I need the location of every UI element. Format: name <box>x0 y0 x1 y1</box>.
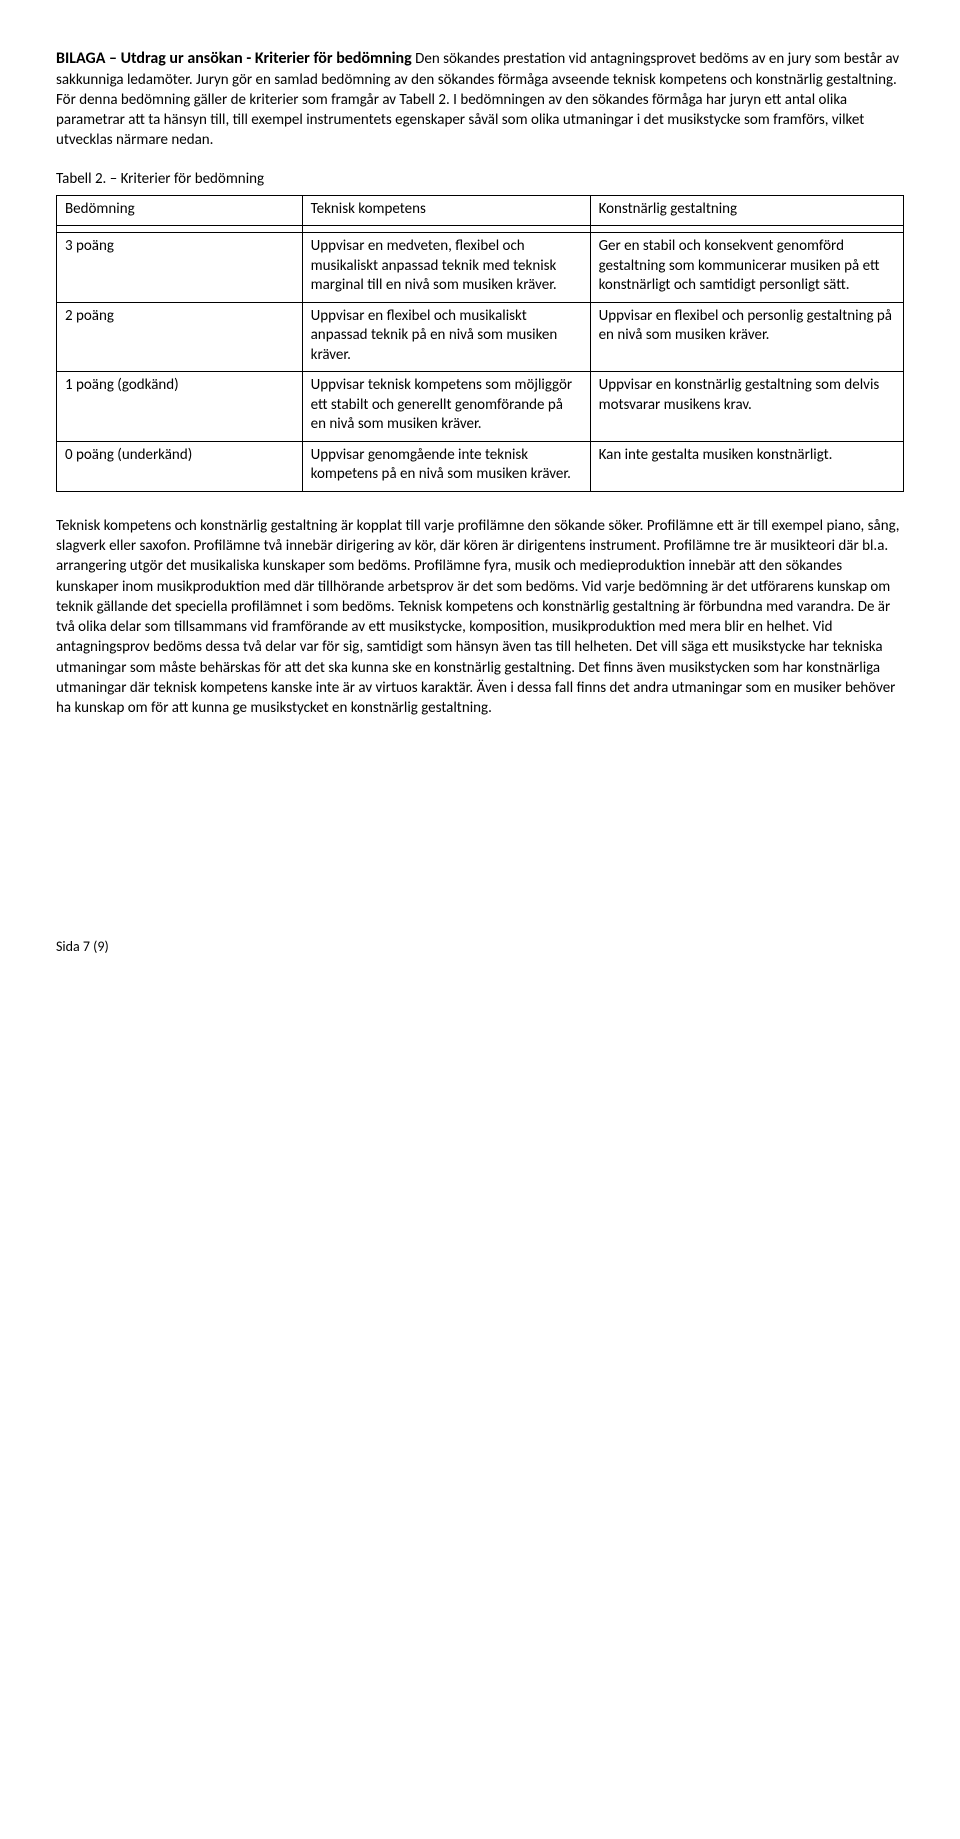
table-header-row: Bedömning Teknisk kompetens Konstnärlig … <box>57 195 904 226</box>
cell-artistic: Ger en stabil och konsekvent genomförd g… <box>590 233 903 303</box>
table-row: 2 poäng Uppvisar en flexibel och musikal… <box>57 302 904 372</box>
body-paragraph: Teknisk kompetens och konstnärlig gestal… <box>56 516 904 719</box>
cell-technical: Uppvisar en medveten, flexibel och musik… <box>302 233 590 303</box>
cell-score: 0 poäng (underkänd) <box>57 441 303 491</box>
cell-technical: Uppvisar teknisk kompetens som möjliggör… <box>302 372 590 442</box>
table-caption: Tabell 2. – Kriterier för bedömning <box>56 169 904 189</box>
intro-block: BILAGA – Utdrag ur ansökan - Kriterier f… <box>56 48 904 151</box>
cell-artistic: Kan inte gestalta musiken konstnärligt. <box>590 441 903 491</box>
header-cell-assessment: Bedömning <box>57 195 303 226</box>
page-heading: BILAGA – Utdrag ur ansökan - Kriterier f… <box>56 49 412 68</box>
header-cell-artistic: Konstnärlig gestaltning <box>590 195 903 226</box>
page-footer: Sida 7 (9) <box>56 938 904 957</box>
table-row: 0 poäng (underkänd) Uppvisar genomgående… <box>57 441 904 491</box>
criteria-table: Bedömning Teknisk kompetens Konstnärlig … <box>56 195 904 492</box>
table-row: 3 poäng Uppvisar en medveten, flexibel o… <box>57 233 904 303</box>
cell-artistic: Uppvisar en flexibel och personlig gesta… <box>590 302 903 372</box>
cell-technical: Uppvisar genomgående inte teknisk kompet… <box>302 441 590 491</box>
cell-score: 1 poäng (godkänd) <box>57 372 303 442</box>
table-spacer-row <box>57 226 904 233</box>
table-row: 1 poäng (godkänd) Uppvisar teknisk kompe… <box>57 372 904 442</box>
cell-technical: Uppvisar en flexibel och musikaliskt anp… <box>302 302 590 372</box>
cell-artistic: Uppvisar en konstnärlig gestaltning som … <box>590 372 903 442</box>
header-cell-technical: Teknisk kompetens <box>302 195 590 226</box>
cell-score: 2 poäng <box>57 302 303 372</box>
cell-score: 3 poäng <box>57 233 303 303</box>
